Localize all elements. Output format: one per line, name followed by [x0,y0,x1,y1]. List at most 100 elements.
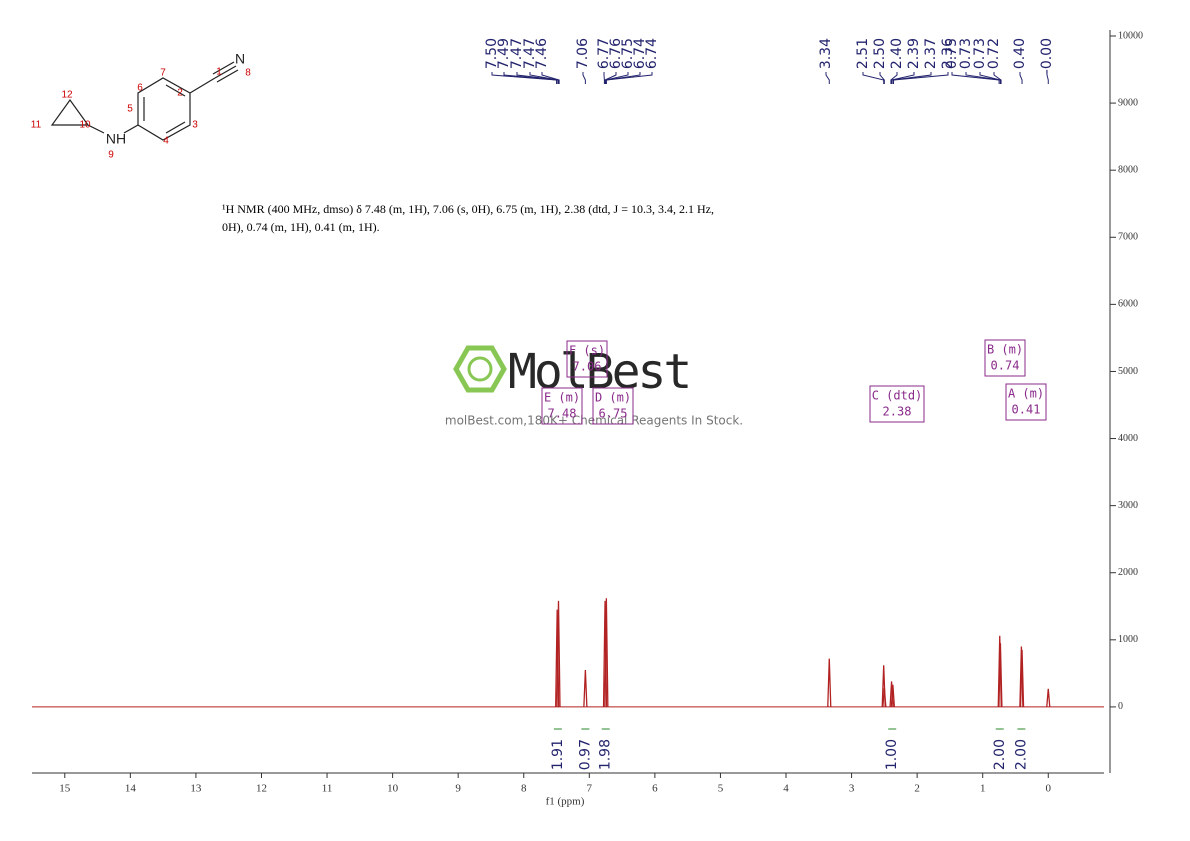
atom-number: 11 [31,120,42,131]
y-tick-label: 5000 [1118,366,1138,377]
atom-number: 3 [192,120,198,131]
peak [602,600,608,707]
peak [882,688,887,707]
x-tick-label: 11 [322,783,333,795]
peak-label: 6.75 [620,38,636,69]
peak-leader [890,72,898,84]
y-tick-label: 6000 [1118,299,1138,310]
peak-label: 7.47 [522,38,538,69]
peak-leader [605,72,653,84]
peak [556,600,561,707]
peak-leader [892,72,932,84]
x-tick-label: 8 [521,783,527,795]
peak-label: 7.47 [509,38,525,69]
bond [123,124,139,134]
peak-leader [891,72,915,84]
atom-number: 8 [245,68,251,79]
peak-label: 0.75 [944,38,960,69]
peak-leader [893,72,949,84]
x-tick-label: 2 [914,783,920,795]
peak-leader [605,72,629,84]
integral-label: 1.91 [550,739,566,770]
x-tick-label: 14 [125,783,137,795]
atom-number: 9 [108,150,114,161]
peak-leader [965,72,1001,84]
peak-leader [503,72,558,84]
peak-leader [529,72,559,84]
logo-text: MolBest [508,344,689,400]
peak-label: 3.34 [818,38,834,69]
logo-icon [467,356,493,382]
atom-number: 7 [160,68,166,79]
bond [165,84,186,97]
x-tick-label: 9 [455,783,461,795]
x-tick-label: 15 [59,783,71,795]
integral-label: 1.00 [884,739,900,770]
multiplet-box [1005,383,1047,421]
peak-leader [825,72,830,84]
peak-leader [879,72,885,84]
integral-label: 2.00 [1013,739,1029,770]
peak-leader [541,72,560,84]
peak-label: -0.00 [1039,38,1055,74]
peak-leader [862,72,885,84]
peak-label: 6.76 [608,38,624,69]
peak-label: 2.50 [872,38,888,69]
multiplet-box [592,387,634,425]
peak-label: 2.51 [855,38,871,69]
bond [87,124,105,134]
y-tick-label: 4000 [1118,433,1138,444]
x-tick-label: 1 [980,783,986,795]
tagline: molBest.com,180K+ Chemical Reagents In S… [445,414,743,428]
peak-label: 2.40 [889,38,905,69]
peak-leader [604,72,617,84]
y-tick-label: 0 [1118,701,1123,712]
peak [604,598,609,707]
peak-label: 0.72 [986,38,1002,69]
multiplet-label: E (m) [544,391,580,405]
y-tick-label: 2000 [1118,567,1138,578]
multiplet-box [869,385,925,423]
multiplet-shift: 0.74 [991,359,1020,373]
cyclopropane [50,98,89,126]
integral-label: 0.97 [577,739,593,770]
integral-label: 1.98 [598,739,614,770]
peak-leader [993,72,1002,84]
peak-label: 2.37 [923,38,939,69]
description: ¹H NMR (400 MHz, dmso) δ 7.48 (m, 1H), 7… [222,202,714,216]
y-tick-label: 10000 [1118,30,1143,41]
y-tick-label: 9000 [1118,97,1138,108]
peak-leader [1019,72,1023,84]
y-tick-label: 3000 [1118,500,1138,511]
x-tick-label: 13 [190,783,202,795]
atom-symbol: NH [106,131,126,147]
x-tick-label: 4 [783,783,789,795]
multiplet-shift: 7.06 [573,360,602,374]
peak [1019,649,1025,707]
peak [827,658,832,707]
atom-number: 2 [177,88,183,99]
y-tick-label: 8000 [1118,164,1138,175]
multiplet-shift: 0.41 [1012,403,1041,417]
multiplet-shift: 6.75 [599,407,628,421]
peak-leader [582,72,586,84]
multiplet-label: C (dtd) [872,389,923,403]
multiplet-label: A (m) [1008,387,1044,401]
peak [555,609,560,707]
bond [214,65,237,79]
peak [890,684,896,707]
y-tick-label: 7000 [1118,232,1138,243]
peak-leader [979,72,1001,84]
multiplet-box [566,340,608,378]
x-tick-label: 6 [652,783,658,795]
axes [32,30,1111,774]
atom-number: 6 [137,83,143,94]
multiplet-box [984,339,1026,377]
peak-label: 0.73 [958,38,974,69]
x-tick-label: 3 [849,783,855,795]
peak [1046,688,1051,707]
peak-label: 2.39 [906,38,922,69]
atom-number: 4 [163,136,169,147]
peak-leader [491,72,558,84]
